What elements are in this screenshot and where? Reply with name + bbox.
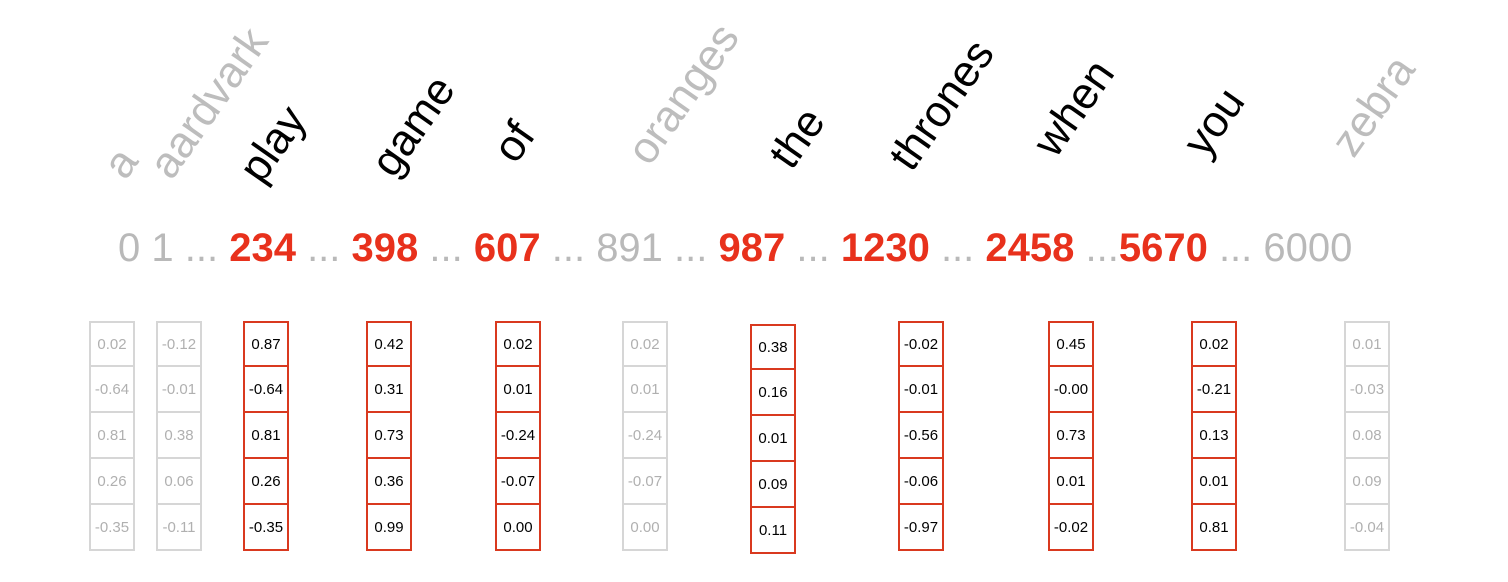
- vector-cell: 0.87: [243, 321, 289, 367]
- vector-cell: -0.64: [243, 367, 289, 413]
- vector-cell: 0.42: [366, 321, 412, 367]
- index-separator: ...: [418, 226, 474, 270]
- index-game: 398: [351, 226, 419, 270]
- embedding-vector-zebra: 0.01 -0.03 0.08 0.09 -0.04: [1344, 321, 1390, 551]
- embedding-vector-aardvark: -0.12 -0.01 0.38 0.06 -0.11: [156, 321, 202, 551]
- vector-cell: -0.64: [89, 367, 135, 413]
- vector-cell: 0.16: [750, 370, 796, 416]
- vector-cell: -0.35: [89, 505, 135, 551]
- embedding-vector-the: 0.38 0.16 0.01 0.09 0.11: [750, 324, 796, 554]
- vector-cell: 0.01: [495, 367, 541, 413]
- vector-cell: -0.11: [156, 505, 202, 551]
- index-you: 5670: [1118, 226, 1208, 270]
- vector-cell: 0.02: [89, 321, 135, 367]
- vector-cell: -0.02: [1048, 505, 1094, 551]
- vector-cell: 0.02: [495, 321, 541, 367]
- index-separator: [140, 226, 151, 270]
- vector-cell: 0.26: [89, 459, 135, 505]
- index-separator: ...: [929, 226, 986, 270]
- index-when: 2458: [985, 226, 1075, 270]
- vector-cell: 0.81: [1191, 505, 1237, 551]
- index-of: 607: [473, 226, 541, 270]
- vector-cell: 0.26: [243, 459, 289, 505]
- vector-cell: 0.38: [750, 324, 796, 370]
- word-a: a: [93, 138, 148, 188]
- vector-cell: -0.04: [1344, 505, 1390, 551]
- word-thrones: thrones: [879, 30, 1004, 180]
- index-separator: ...: [662, 226, 719, 270]
- vector-cell: -0.07: [622, 459, 668, 505]
- vector-cell: -0.07: [495, 459, 541, 505]
- vector-cell: 0.38: [156, 413, 202, 459]
- word-oranges: oranges: [617, 14, 749, 174]
- vector-cell: -0.03: [1344, 367, 1390, 413]
- vector-cell: -0.24: [622, 413, 668, 459]
- vector-cell: 0.45: [1048, 321, 1094, 367]
- index-separator: ...: [173, 226, 230, 270]
- index-separator: ...: [1074, 226, 1119, 270]
- vector-cell: 0.81: [89, 413, 135, 459]
- embedding-vector-game: 0.42 0.31 0.73 0.36 0.99: [366, 321, 412, 551]
- vector-cell: 0.02: [1191, 321, 1237, 367]
- word-the: the: [759, 98, 835, 178]
- index-a: 0: [118, 226, 141, 270]
- index-zebra: 6000: [1263, 226, 1353, 270]
- vector-cell: 0.13: [1191, 413, 1237, 459]
- vector-cell: 0.09: [750, 462, 796, 508]
- vector-cell: -0.01: [156, 367, 202, 413]
- vector-cell: 0.08: [1344, 413, 1390, 459]
- index-oranges: 891: [596, 226, 663, 270]
- vector-cell: 0.01: [1191, 459, 1237, 505]
- embedding-vector-thrones: -0.02 -0.01 -0.56 -0.06 -0.97: [898, 321, 944, 551]
- index-separator: ...: [295, 226, 352, 270]
- embedding-vector-oranges: 0.02 0.01 -0.24 -0.07 0.00: [622, 321, 668, 551]
- embedding-vector-when: 0.45 -0.00 0.73 0.01 -0.02: [1048, 321, 1094, 551]
- word-zebra: zebra: [1321, 46, 1425, 166]
- vector-cell: -0.00: [1048, 367, 1094, 413]
- word-game: game: [361, 66, 465, 186]
- vector-cell: 0.99: [366, 505, 412, 551]
- vector-cell: 0.01: [1344, 321, 1390, 367]
- vector-cell: 0.36: [366, 459, 412, 505]
- index-separator: ...: [1207, 226, 1264, 270]
- vector-cell: 0.31: [366, 367, 412, 413]
- vector-cell: -0.21: [1191, 367, 1237, 413]
- vector-cell: -0.12: [156, 321, 202, 367]
- vector-cell: -0.24: [495, 413, 541, 459]
- vector-cell: -0.01: [898, 367, 944, 413]
- vector-cell: 0.02: [622, 321, 668, 367]
- index-separator: ...: [785, 226, 841, 270]
- vector-cell: 0.11: [750, 508, 796, 554]
- word-play: play: [229, 96, 316, 192]
- vocabulary-index-row: 0 1 ... 234 ... 398 ... 607 ... 891 ... …: [118, 224, 1352, 272]
- embedding-vector-play: 0.87 -0.64 0.81 0.26 -0.35: [243, 321, 289, 551]
- word-you: you: [1173, 78, 1255, 166]
- vector-cell: -0.02: [898, 321, 944, 367]
- vector-cell: -0.56: [898, 413, 944, 459]
- vector-cell: 0.06: [156, 459, 202, 505]
- index-separator: ...: [540, 226, 597, 270]
- index-play: 234: [229, 226, 296, 270]
- vector-cell: -0.35: [243, 505, 289, 551]
- vector-cell: -0.06: [898, 459, 944, 505]
- index-the: 987: [718, 226, 786, 270]
- vector-cell: -0.97: [898, 505, 944, 551]
- vector-cell: 0.73: [1048, 413, 1094, 459]
- index-aardvark: 1: [151, 226, 174, 270]
- word-of: of: [483, 112, 545, 172]
- embedding-vector-of: 0.02 0.01 -0.24 -0.07 0.00: [495, 321, 541, 551]
- vector-cell: 0.73: [366, 413, 412, 459]
- word-when: when: [1023, 50, 1124, 166]
- vector-cell: 0.00: [495, 505, 541, 551]
- vector-cell: 0.01: [622, 367, 668, 413]
- vector-cell: 0.01: [750, 416, 796, 462]
- embedding-vector-a: 0.02 -0.64 0.81 0.26 -0.35: [89, 321, 135, 551]
- vector-cell: 0.01: [1048, 459, 1094, 505]
- embedding-vector-you: 0.02 -0.21 0.13 0.01 0.81: [1191, 321, 1237, 551]
- vector-cell: 0.81: [243, 413, 289, 459]
- vector-cell: 0.00: [622, 505, 668, 551]
- vector-cell: 0.09: [1344, 459, 1390, 505]
- index-thrones: 1230: [840, 226, 930, 270]
